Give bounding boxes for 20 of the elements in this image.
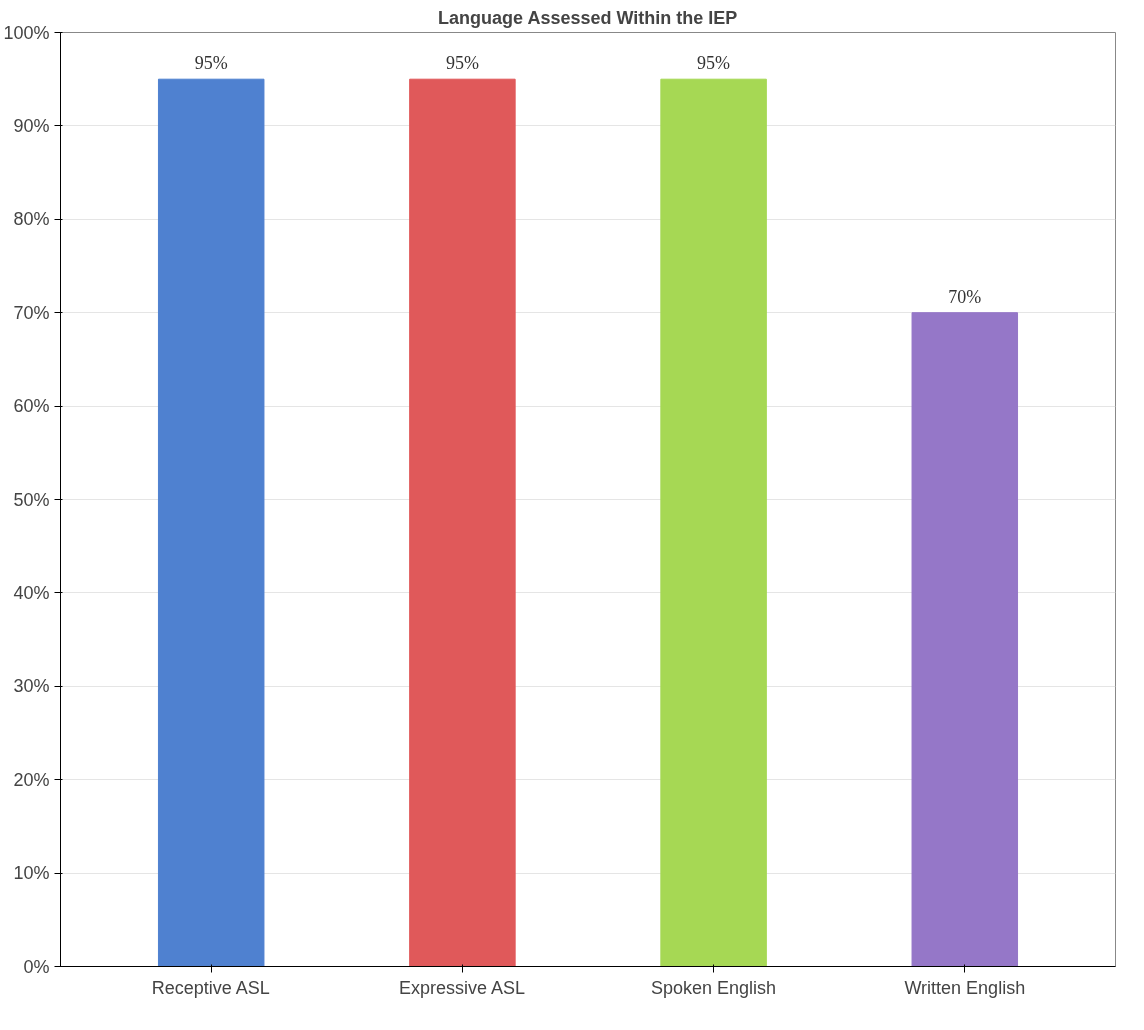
data-label: 95% <box>445 53 479 74</box>
x-tick-label: Spoken English <box>651 977 777 998</box>
x-tick-label: Receptive ASL <box>151 977 270 998</box>
chart-title: Language Assessed Within the IEP <box>438 7 738 28</box>
y-tick-label: 80% <box>13 209 50 230</box>
x-tick-label: Written English <box>904 977 1026 998</box>
y-tick-label: 100% <box>3 22 50 43</box>
y-tick-label: 40% <box>13 582 50 603</box>
y-tick-label: 30% <box>13 676 50 697</box>
data-label: 70% <box>948 286 982 307</box>
y-tick-label: 50% <box>13 489 50 510</box>
y-tick-label: 90% <box>13 115 50 136</box>
y-tick-label: 0% <box>23 956 50 977</box>
y-tick-label: 70% <box>13 302 50 323</box>
y-tick-label: 10% <box>13 863 50 884</box>
data-label: 95% <box>697 53 731 74</box>
x-tick-label: Expressive ASL <box>398 977 525 998</box>
y-tick-label: 60% <box>13 396 50 417</box>
y-tick-label: 20% <box>13 769 50 790</box>
data-label: 95% <box>194 53 228 74</box>
